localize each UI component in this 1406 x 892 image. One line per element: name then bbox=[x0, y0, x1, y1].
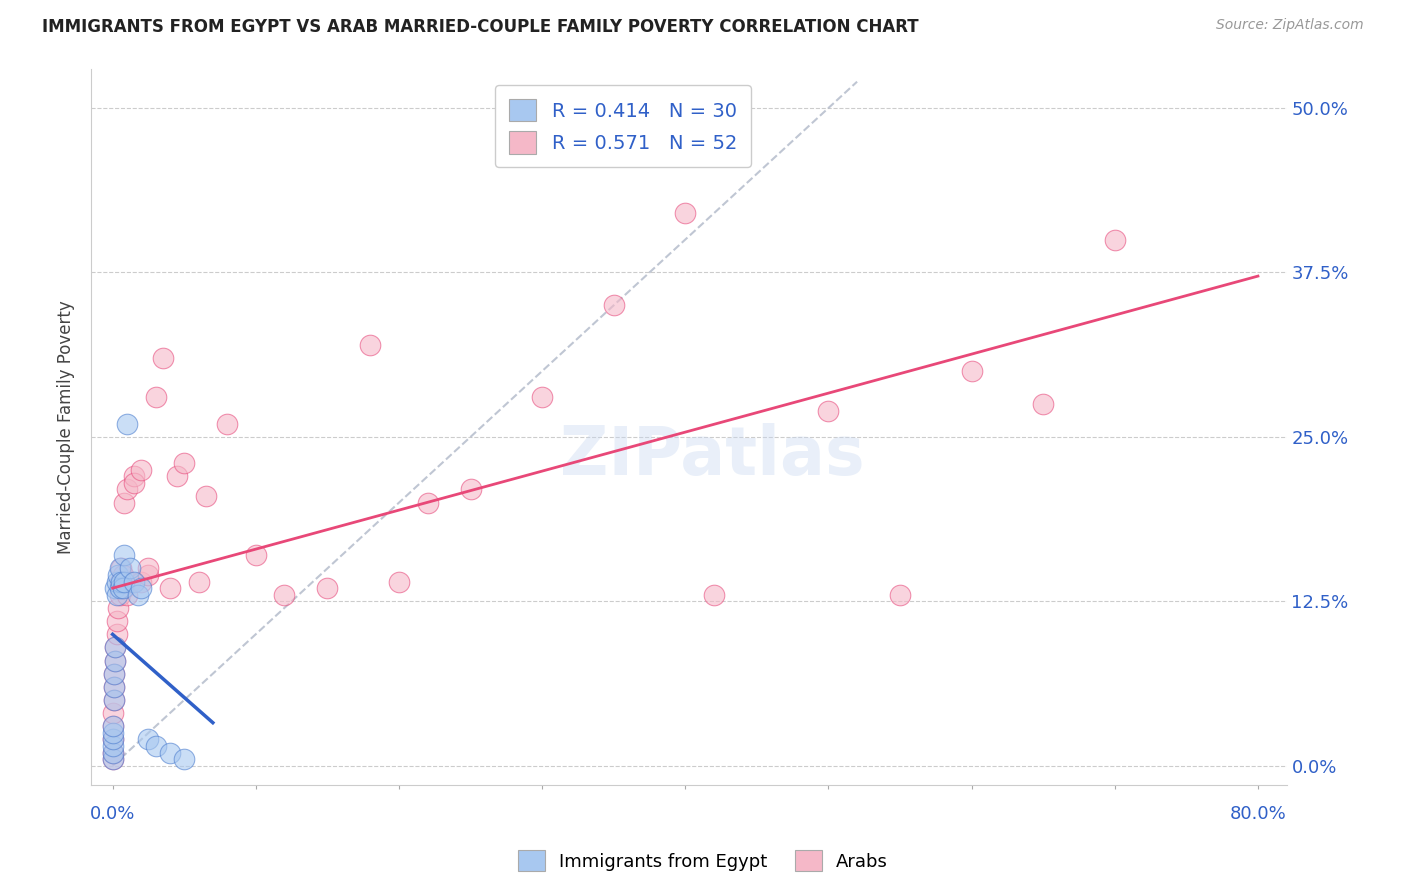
Point bbox=[104, 653, 127, 667]
Legend: Immigrants from Egypt, Arabs: Immigrants from Egypt, Arabs bbox=[510, 843, 896, 879]
Point bbox=[118, 574, 141, 589]
Point bbox=[108, 588, 131, 602]
Point bbox=[111, 568, 134, 582]
Point bbox=[673, 206, 696, 220]
Point bbox=[115, 483, 138, 497]
Point bbox=[101, 752, 124, 766]
Point bbox=[889, 588, 911, 602]
Point bbox=[245, 549, 267, 563]
Point bbox=[129, 463, 152, 477]
Point bbox=[105, 627, 128, 641]
Point bbox=[101, 752, 124, 766]
Point bbox=[105, 614, 128, 628]
Point bbox=[152, 351, 174, 365]
Point bbox=[103, 693, 125, 707]
Point bbox=[138, 561, 160, 575]
Point bbox=[112, 496, 135, 510]
Point bbox=[388, 574, 411, 589]
Point bbox=[173, 752, 195, 766]
Point bbox=[960, 364, 983, 378]
Point bbox=[112, 549, 135, 563]
Point bbox=[101, 719, 124, 733]
Point bbox=[112, 581, 135, 595]
Y-axis label: Married-Couple Family Poverty: Married-Couple Family Poverty bbox=[58, 300, 75, 554]
Point bbox=[159, 746, 181, 760]
Point bbox=[531, 391, 554, 405]
Point bbox=[127, 588, 149, 602]
Point bbox=[1032, 397, 1054, 411]
Point bbox=[166, 469, 188, 483]
Text: Source: ZipAtlas.com: Source: ZipAtlas.com bbox=[1216, 18, 1364, 32]
Point bbox=[104, 640, 127, 655]
Point bbox=[122, 469, 145, 483]
Point bbox=[115, 588, 138, 602]
Point bbox=[103, 666, 125, 681]
Point bbox=[217, 417, 239, 431]
Point bbox=[103, 680, 125, 694]
Legend: R = 0.414   N = 30, R = 0.571   N = 52: R = 0.414 N = 30, R = 0.571 N = 52 bbox=[495, 86, 751, 168]
Point bbox=[107, 568, 129, 582]
Point bbox=[110, 561, 132, 575]
Point bbox=[145, 739, 167, 753]
Point bbox=[460, 483, 482, 497]
Point bbox=[118, 561, 141, 575]
Point bbox=[138, 568, 160, 582]
Text: ZIPatlas: ZIPatlas bbox=[561, 423, 865, 489]
Point bbox=[129, 574, 152, 589]
Point bbox=[602, 298, 624, 312]
Point bbox=[108, 561, 131, 575]
Point bbox=[101, 746, 124, 760]
Point bbox=[101, 732, 124, 747]
Point bbox=[187, 574, 209, 589]
Point bbox=[145, 391, 167, 405]
Point bbox=[122, 574, 145, 589]
Point bbox=[316, 581, 339, 595]
Point bbox=[103, 666, 125, 681]
Point bbox=[1104, 233, 1126, 247]
Point bbox=[108, 581, 131, 595]
Point bbox=[703, 588, 725, 602]
Point bbox=[105, 588, 128, 602]
Point bbox=[111, 581, 134, 595]
Point bbox=[101, 746, 124, 760]
Point bbox=[107, 600, 129, 615]
Point bbox=[103, 693, 125, 707]
Text: 0.0%: 0.0% bbox=[90, 805, 135, 822]
Point bbox=[273, 588, 295, 602]
Point bbox=[112, 574, 135, 589]
Point bbox=[194, 489, 217, 503]
Point bbox=[416, 496, 439, 510]
Point bbox=[104, 581, 127, 595]
Point bbox=[101, 739, 124, 753]
Point bbox=[104, 653, 127, 667]
Point bbox=[101, 706, 124, 720]
Point bbox=[101, 726, 124, 740]
Point bbox=[108, 574, 131, 589]
Point bbox=[817, 403, 839, 417]
Point bbox=[129, 581, 152, 595]
Point bbox=[159, 581, 181, 595]
Point bbox=[101, 719, 124, 733]
Point bbox=[115, 417, 138, 431]
Point bbox=[138, 732, 160, 747]
Point bbox=[122, 475, 145, 490]
Point bbox=[105, 574, 128, 589]
Text: 80.0%: 80.0% bbox=[1230, 805, 1286, 822]
Text: IMMIGRANTS FROM EGYPT VS ARAB MARRIED-COUPLE FAMILY POVERTY CORRELATION CHART: IMMIGRANTS FROM EGYPT VS ARAB MARRIED-CO… bbox=[42, 18, 918, 36]
Point bbox=[101, 732, 124, 747]
Point bbox=[173, 456, 195, 470]
Point bbox=[110, 574, 132, 589]
Point bbox=[103, 680, 125, 694]
Point bbox=[359, 338, 381, 352]
Point bbox=[104, 640, 127, 655]
